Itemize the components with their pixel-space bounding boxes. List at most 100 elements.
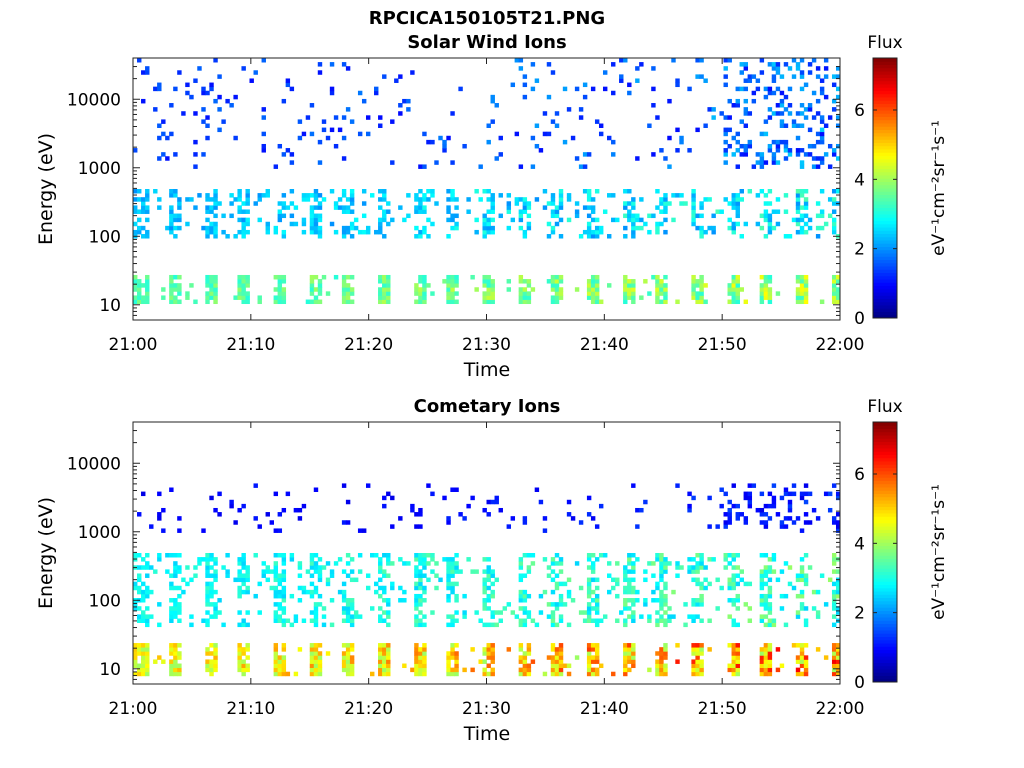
heatmap-cell (277, 602, 283, 607)
heatmap-cell (711, 213, 716, 219)
heatmap-cell (815, 111, 821, 116)
heatmap-cell (554, 205, 560, 210)
heatmap-cell (349, 606, 355, 611)
heatmap-cell (245, 643, 250, 648)
heatmap-cell (341, 287, 347, 292)
heatmap-cell (209, 287, 214, 292)
heatmap-cell (691, 295, 696, 300)
heatmap-cell (831, 98, 837, 104)
heatmap-cell (410, 507, 415, 513)
heatmap-cell (341, 655, 347, 660)
heatmap-cell (450, 618, 455, 623)
heatmap-cell (173, 565, 178, 570)
heatmap-cell (554, 279, 560, 284)
heatmap-cell (723, 148, 728, 153)
heatmap-cell (723, 565, 728, 570)
heatmap-cell (209, 614, 214, 619)
heatmap-cell (209, 291, 214, 296)
heatmap-cell (478, 164, 483, 169)
heatmap-cell (309, 557, 315, 562)
heatmap-cell (771, 62, 777, 67)
heatmap-cell (249, 78, 254, 83)
heatmap-cell (699, 74, 704, 79)
heatmap-cell (831, 569, 837, 574)
heatmap-cell (161, 659, 166, 664)
heatmap-cell (671, 589, 676, 595)
heatmap-cell (209, 279, 214, 284)
heatmap-cell (490, 217, 495, 223)
heatmap-cell (735, 197, 740, 202)
colorbar-tick-label: 0 (854, 309, 865, 329)
heatmap-cell (530, 561, 536, 566)
heatmap-cell (663, 217, 668, 223)
heatmap-cell (486, 221, 491, 227)
heatmap-cell (153, 569, 158, 574)
heatmap-cell (771, 90, 777, 96)
heatmap-cell (269, 569, 274, 574)
colorbar-segment (873, 74, 897, 78)
heatmap-cell (687, 148, 692, 153)
heatmap-cell (482, 589, 487, 595)
heatmap-cell (522, 94, 528, 100)
heatmap-cell (699, 593, 704, 599)
heatmap-cell (213, 614, 218, 619)
heatmap-cell (727, 581, 732, 587)
heatmap-cell (514, 614, 520, 619)
heatmap-cell (807, 107, 813, 112)
heatmap-cell (731, 573, 736, 578)
heatmap-cell (831, 647, 837, 652)
heatmap-cell (446, 659, 451, 664)
heatmap-cell (370, 193, 375, 198)
heatmap-cell (446, 651, 451, 656)
heatmap-cell (237, 622, 242, 628)
colorbar-segment (873, 519, 897, 524)
colorbar-segment (873, 672, 897, 676)
heatmap-cell (787, 507, 793, 513)
heatmap-cell (799, 111, 805, 116)
heatmap-cell (245, 279, 250, 284)
heatmap-cell (173, 598, 178, 603)
heatmap-cell (522, 74, 528, 79)
heatmap-cell (341, 598, 347, 603)
heatmap-cell (663, 283, 668, 288)
heatmap-cell (502, 606, 507, 611)
heatmap-cell (241, 221, 246, 227)
heatmap-cell (145, 663, 150, 669)
heatmap-cell (627, 659, 632, 664)
heatmap-cell (414, 287, 419, 292)
heatmap-cell (791, 585, 797, 591)
heatmap-cell (835, 647, 841, 652)
heatmap-cell (663, 598, 668, 603)
heatmap-cell (321, 622, 327, 628)
heatmap-cell (386, 614, 391, 619)
heatmap-cell (418, 507, 423, 513)
heatmap-cell (273, 295, 279, 300)
heatmap-cell (602, 614, 608, 619)
heatmap-cell (659, 201, 664, 206)
heatmap-cell (265, 189, 270, 194)
heatmap-cell (446, 295, 451, 300)
heatmap-cell (213, 287, 218, 292)
heatmap-cell (422, 663, 427, 669)
heatmap-cell (165, 225, 170, 231)
heatmap-cell (767, 516, 773, 521)
heatmap-cell (281, 234, 287, 239)
x-tick-label: 21:40 (580, 699, 629, 719)
heatmap-cell (157, 622, 162, 628)
heatmap-cell (783, 193, 789, 198)
heatmap-cell (173, 213, 178, 219)
heatmap-cell (281, 585, 287, 591)
heatmap-cell (450, 614, 455, 619)
heatmap-cell (691, 651, 696, 656)
heatmap-cell (450, 225, 455, 231)
heatmap-cell (835, 291, 841, 296)
heatmap-cell (731, 598, 736, 603)
heatmap-cell (819, 139, 825, 145)
heatmap-cell (787, 152, 793, 157)
heatmap-cell (145, 622, 150, 628)
heatmap-cell (815, 156, 821, 161)
heatmap-cell (281, 589, 287, 595)
heatmap-cell (386, 553, 391, 558)
heatmap-cell (550, 213, 556, 219)
